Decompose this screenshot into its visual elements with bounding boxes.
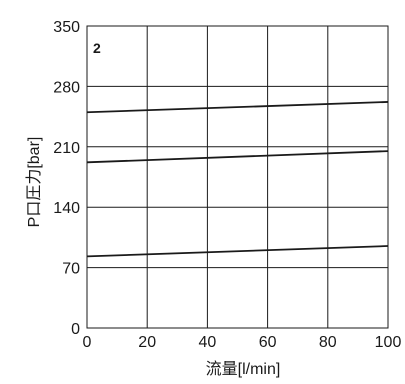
y-tick-label: 70	[62, 261, 80, 278]
y-axis-label: P口圧力[bar]	[25, 137, 43, 228]
x-tick-labels: 0 20 40 60 80 100	[83, 334, 402, 351]
x-tick-label: 80	[319, 334, 337, 351]
y-tick-labels: 0 70 140 210 280 350	[53, 19, 80, 338]
y-tick-label: 280	[53, 79, 80, 96]
series-layer	[86, 101, 389, 258]
series-line-1	[86, 101, 389, 114]
series-line-3	[86, 245, 389, 258]
x-axis-label: 流量[l/min]	[206, 360, 281, 378]
x-tick-label: 100	[375, 334, 402, 351]
x-tick-label: 40	[199, 334, 217, 351]
y-tick-label: 350	[53, 19, 80, 36]
series-line-2	[86, 150, 389, 164]
x-tick-label: 0	[83, 334, 92, 351]
x-tick-label: 60	[259, 334, 277, 351]
x-tick-label: 20	[138, 334, 156, 351]
plot-frame	[86, 25, 389, 329]
grid-layer	[87, 26, 388, 328]
y-tick-label: 140	[53, 200, 80, 217]
y-tick-label: 210	[53, 140, 80, 157]
y-tick-label: 0	[71, 321, 80, 338]
panel-label: 2	[93, 40, 101, 56]
